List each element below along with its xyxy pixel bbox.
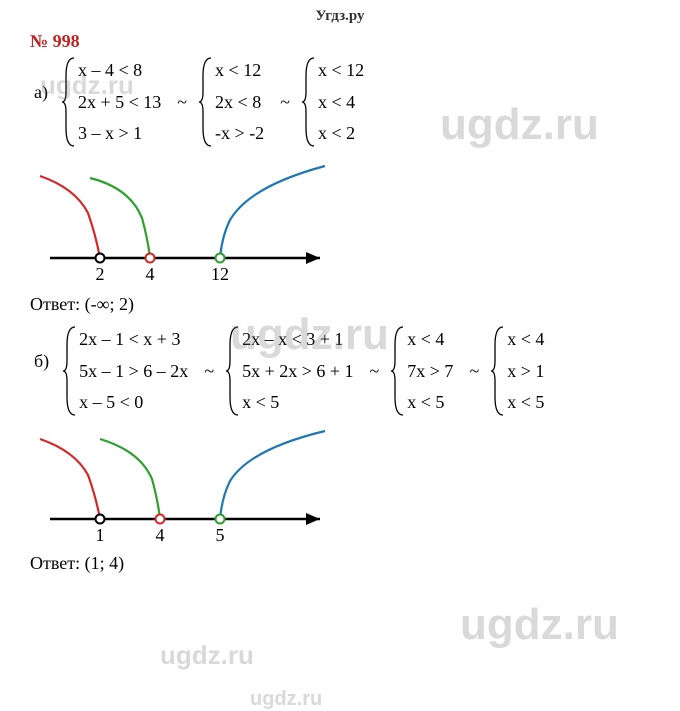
problem-number: № 998 [30, 31, 650, 52]
equation: -x > -2 [215, 123, 264, 145]
equation: x – 4 < 8 [78, 60, 161, 82]
equation-stack: 2x – x < 3 + 1 5x + 2x > 6 + 1 x < 5 [240, 325, 359, 417]
page-header: Угдз.ру [30, 8, 650, 25]
brace-icon [197, 56, 213, 148]
equation: 2x – x < 3 + 1 [242, 329, 353, 351]
equation: 2x + 5 < 13 [78, 92, 161, 114]
equivalence-tilde: ~ [204, 361, 214, 382]
svg-text:5: 5 [216, 525, 225, 545]
brace-icon [61, 325, 77, 417]
equation: x < 4 [318, 92, 364, 114]
equation: 5x – 1 > 6 – 2x [79, 361, 188, 383]
equation-stack: x – 4 < 8 2x + 5 < 13 3 – x > 1 [76, 56, 167, 148]
system-b4: x < 4 x > 1 x < 5 [489, 325, 550, 417]
equation: 3 – x > 1 [78, 123, 161, 145]
svg-text:4: 4 [146, 264, 155, 284]
system-b1: 2x – 1 < x + 3 5x – 1 > 6 – 2x x – 5 < 0 [61, 325, 194, 417]
equation-stack: x < 4 7x > 7 x < 5 [405, 325, 459, 417]
part-a-row: а) x – 4 < 8 2x + 5 < 13 3 – x > 1 ~ x <… [34, 54, 650, 150]
brace-icon [389, 325, 405, 417]
system-b2: 2x – x < 3 + 1 5x + 2x > 6 + 1 x < 5 [224, 325, 359, 417]
part-b-row: б) 2x – 1 < x + 3 5x – 1 > 6 – 2x x – 5 … [34, 323, 650, 419]
equation: x < 4 [507, 329, 544, 351]
equation: 7x > 7 [407, 361, 453, 383]
equation: x < 5 [242, 392, 353, 414]
system-a1: x – 4 < 8 2x + 5 < 13 3 – x > 1 [60, 56, 167, 148]
equation-stack: x < 4 x > 1 x < 5 [505, 325, 550, 417]
diagram-a: 2 4 12 [30, 158, 650, 288]
equation-stack: x < 12 2x < 8 -x > -2 [213, 56, 270, 148]
svg-text:1: 1 [96, 525, 105, 545]
equation: x > 1 [507, 361, 544, 383]
equation: x < 2 [318, 123, 364, 145]
equivalence-tilde: ~ [370, 361, 380, 382]
system-b3: x < 4 7x > 7 x < 5 [389, 325, 459, 417]
page-container: Угдз.ру № 998 а) x – 4 < 8 2x + 5 < 13 3… [0, 0, 680, 711]
equation: x < 4 [407, 329, 453, 351]
brace-icon [300, 56, 316, 148]
part-b-label: б) [34, 351, 49, 372]
answer-b: Ответ: (1; 4) [30, 553, 650, 574]
number-line-svg: 2 4 12 [30, 158, 330, 288]
system-a3: x < 12 x < 4 x < 2 [300, 56, 370, 148]
answer-label: Ответ: [30, 553, 80, 573]
equivalence-tilde: ~ [177, 92, 187, 113]
brace-icon [489, 325, 505, 417]
svg-text:12: 12 [211, 264, 229, 284]
equation: x – 5 < 0 [79, 392, 188, 414]
answer-label: Ответ: [30, 294, 80, 314]
equation: x < 12 [215, 60, 264, 82]
diagram-b: 1 4 5 [30, 427, 650, 547]
equivalence-tilde: ~ [280, 92, 290, 113]
equation: x < 12 [318, 60, 364, 82]
answer-value: (1; 4) [85, 553, 125, 573]
equation-stack: x < 12 x < 4 x < 2 [316, 56, 370, 148]
brace-icon [60, 56, 76, 148]
svg-text:2: 2 [96, 264, 105, 284]
equation: x < 5 [507, 392, 544, 414]
answer-value: (-∞; 2) [85, 294, 134, 314]
svg-text:4: 4 [156, 525, 165, 545]
brace-icon [224, 325, 240, 417]
equation: 5x + 2x > 6 + 1 [242, 361, 353, 383]
equation-stack: 2x – 1 < x + 3 5x – 1 > 6 – 2x x – 5 < 0 [77, 325, 194, 417]
answer-a: Ответ: (-∞; 2) [30, 294, 650, 315]
part-a-label: а) [34, 82, 48, 103]
system-a2: x < 12 2x < 8 -x > -2 [197, 56, 270, 148]
equivalence-tilde: ~ [469, 361, 479, 382]
equation: 2x – 1 < x + 3 [79, 329, 188, 351]
equation: 2x < 8 [215, 92, 264, 114]
equation: x < 5 [407, 392, 453, 414]
number-line-svg: 1 4 5 [30, 427, 330, 547]
